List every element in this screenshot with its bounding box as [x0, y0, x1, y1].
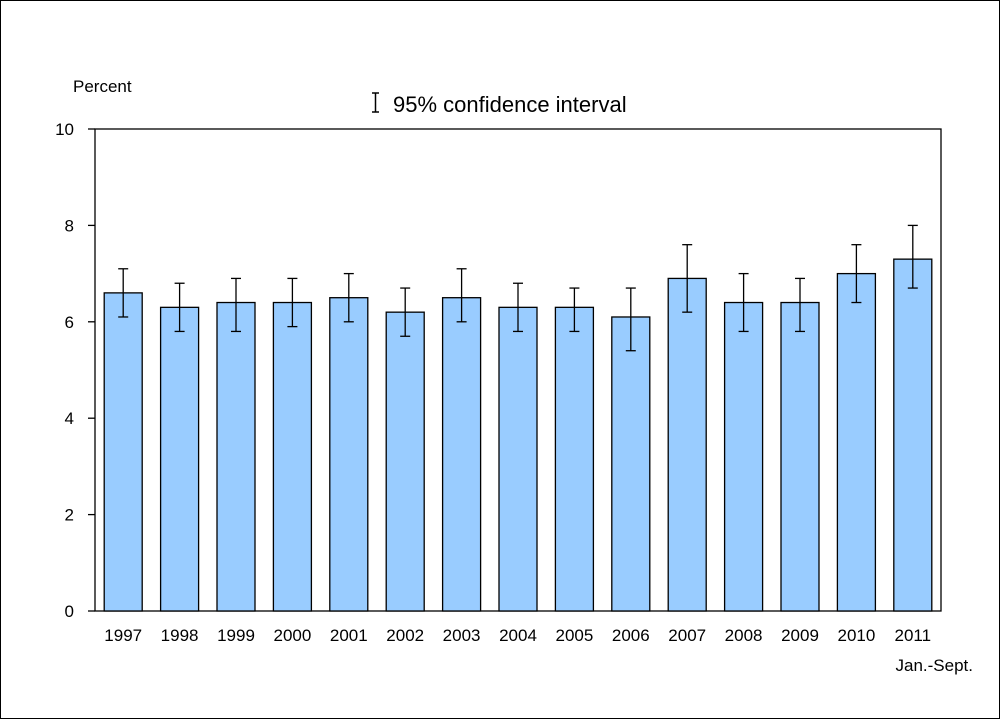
confidence-interval-icon [372, 92, 379, 113]
bar-2000 [272, 301, 313, 612]
x-tick-label: 2002 [386, 626, 424, 645]
bar-2005 [554, 306, 595, 612]
bar-1998 [159, 306, 200, 612]
error-bar-2009 [795, 277, 805, 333]
error-bar-2002 [400, 287, 411, 337]
error-bar-1998 [174, 282, 185, 333]
error-bars-group [118, 224, 918, 352]
error-bar-1999 [231, 277, 241, 333]
x-axis: 1997 1998 1999 2000 2001 2002 2003 2004 2005 2006… [104, 626, 931, 645]
x-tick-label: 2004 [499, 626, 537, 645]
y-axis-label: Percent [73, 77, 132, 96]
bar-2010 [836, 272, 877, 612]
error-bar-1997 [118, 268, 129, 318]
x-tick-label: 1997 [104, 626, 142, 645]
x-tick-label: 1998 [161, 626, 199, 645]
error-bar-2001 [343, 272, 354, 323]
y-tick-label: 4 [65, 409, 74, 428]
x-tick-label: 1999 [217, 626, 255, 645]
error-bar-2006 [625, 287, 636, 352]
y-tick-label: 8 [65, 216, 74, 235]
y-tick-label: 6 [65, 313, 74, 332]
legend: 95% confidence interval [372, 92, 627, 117]
x-tick-label: 2006 [612, 626, 650, 645]
error-bar-2011 [907, 224, 918, 289]
error-bar-2010 [851, 244, 862, 304]
x-tick-label: 2003 [443, 626, 481, 645]
bar-2003 [441, 297, 482, 612]
x-tick-label: 2008 [725, 626, 763, 645]
error-bar-2007 [682, 244, 693, 313]
bar-2008 [723, 301, 764, 612]
y-axis: 0 2 4 6 8 10 [55, 120, 95, 621]
y-tick-label: 2 [65, 506, 74, 525]
x-tick-label: 2010 [837, 626, 875, 645]
error-bar-2005 [569, 287, 580, 333]
error-bar-2003 [456, 268, 467, 323]
error-bar-2000 [287, 277, 298, 328]
bar-1997 [103, 292, 143, 612]
x-tick-label: 2000 [273, 626, 311, 645]
bar-2011 [893, 258, 933, 612]
bar-2001 [329, 297, 369, 612]
x-tick-label: 2005 [555, 626, 593, 645]
bar-2007 [667, 277, 707, 612]
x-tick-label: 2011 [895, 626, 932, 645]
bar-2004 [498, 306, 538, 612]
x-tick-label: 2007 [668, 626, 706, 645]
error-bar-2008 [738, 272, 749, 333]
x-axis-note: Jan.-Sept. [896, 656, 974, 675]
bar-2009 [780, 301, 820, 612]
x-tick-label: 2001 [330, 626, 368, 645]
legend-label: 95% confidence interval [393, 92, 627, 117]
y-tick-label: 10 [55, 120, 74, 139]
error-bar-2004 [513, 282, 523, 333]
y-tick-label: 0 [65, 602, 74, 621]
bar-2006 [611, 316, 651, 612]
x-tick-label: 2009 [781, 626, 819, 645]
bar-1999 [216, 301, 256, 612]
bar-2002 [385, 311, 425, 612]
